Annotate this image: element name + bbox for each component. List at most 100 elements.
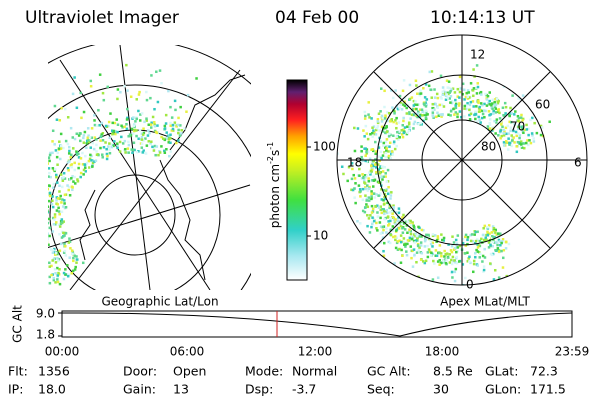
speckle [490, 104, 493, 107]
speckle [145, 98, 149, 102]
speckle [372, 164, 376, 168]
speckle [36, 211, 39, 214]
speckle [70, 271, 74, 275]
speckle [382, 228, 385, 232]
speckle [370, 117, 373, 120]
speckle [13, 265, 16, 268]
speckle [400, 248, 403, 252]
speckle [372, 192, 376, 195]
speckle [517, 119, 520, 123]
speckle [32, 224, 35, 227]
speckle [143, 151, 147, 155]
speckle [402, 103, 405, 106]
speckle [371, 126, 374, 129]
speckle [36, 215, 39, 218]
info-value: 30 [433, 382, 449, 397]
speckle [133, 148, 136, 152]
speckle [167, 134, 170, 137]
speckle [461, 241, 465, 245]
speckle [367, 196, 371, 199]
speckle [82, 173, 85, 176]
info-label: Seq: [367, 382, 395, 397]
speckle [416, 239, 419, 242]
speckle [474, 110, 477, 113]
speckle [178, 134, 182, 138]
speckle [359, 195, 362, 198]
speckle [386, 119, 389, 123]
speckle [100, 133, 103, 136]
speckle [177, 116, 180, 120]
speckle [477, 110, 481, 113]
speckle [125, 118, 129, 121]
speckle [173, 99, 177, 103]
speckle [365, 174, 369, 177]
speckle [67, 188, 70, 192]
speckle [500, 240, 504, 243]
speckle [137, 93, 141, 96]
speckle [3, 222, 6, 225]
speckle [394, 119, 397, 122]
speckle [45, 172, 48, 175]
speckle [483, 256, 487, 259]
speckle [526, 143, 530, 147]
speckle [382, 265, 386, 268]
speckle [500, 249, 503, 253]
speckle [163, 127, 167, 130]
speckle [521, 117, 525, 121]
speckle [483, 224, 487, 228]
speckle [376, 120, 380, 123]
speckle [87, 159, 91, 163]
speckle [348, 234, 351, 238]
speckle [57, 206, 60, 210]
speckle [371, 185, 375, 188]
speckle [415, 84, 418, 87]
speckle [365, 132, 369, 135]
speckle [36, 251, 39, 254]
speckle [414, 239, 418, 242]
speckle [375, 161, 378, 165]
speckle [502, 141, 506, 144]
speckle [517, 127, 520, 131]
speckle [372, 159, 376, 163]
speckle [389, 241, 392, 245]
speckle [473, 241, 477, 245]
speckle [368, 157, 372, 161]
speckle [427, 248, 431, 251]
speckle [41, 230, 44, 233]
speckle [32, 238, 35, 241]
speckle [127, 151, 130, 154]
speckle [64, 244, 67, 248]
speckle [163, 124, 167, 128]
speckle [392, 120, 395, 124]
speckle [71, 92, 75, 96]
speckle [66, 161, 70, 164]
speckle [164, 113, 168, 117]
speckle [370, 204, 374, 208]
speckle [49, 151, 52, 155]
speckle [497, 238, 501, 242]
speckle [350, 162, 354, 165]
speckle [363, 210, 367, 214]
speckle [363, 117, 367, 120]
speckle [34, 124, 37, 127]
speckle [453, 270, 457, 274]
speckle [41, 256, 44, 259]
speckle [43, 276, 46, 279]
speckle [75, 150, 78, 153]
speckle [87, 140, 91, 144]
speckle [385, 144, 388, 148]
speckle [150, 140, 153, 143]
speckle [540, 126, 544, 129]
speckle [93, 136, 97, 139]
instrument-title: Ultraviolet Imager [25, 8, 179, 28]
speckle [66, 184, 69, 187]
speckle [368, 116, 371, 119]
speckle [374, 152, 377, 156]
speckle [408, 220, 411, 223]
speckle [381, 154, 385, 157]
speckle [402, 219, 406, 222]
speckle [66, 274, 70, 278]
speckle [104, 124, 108, 128]
speckle [15, 270, 18, 273]
